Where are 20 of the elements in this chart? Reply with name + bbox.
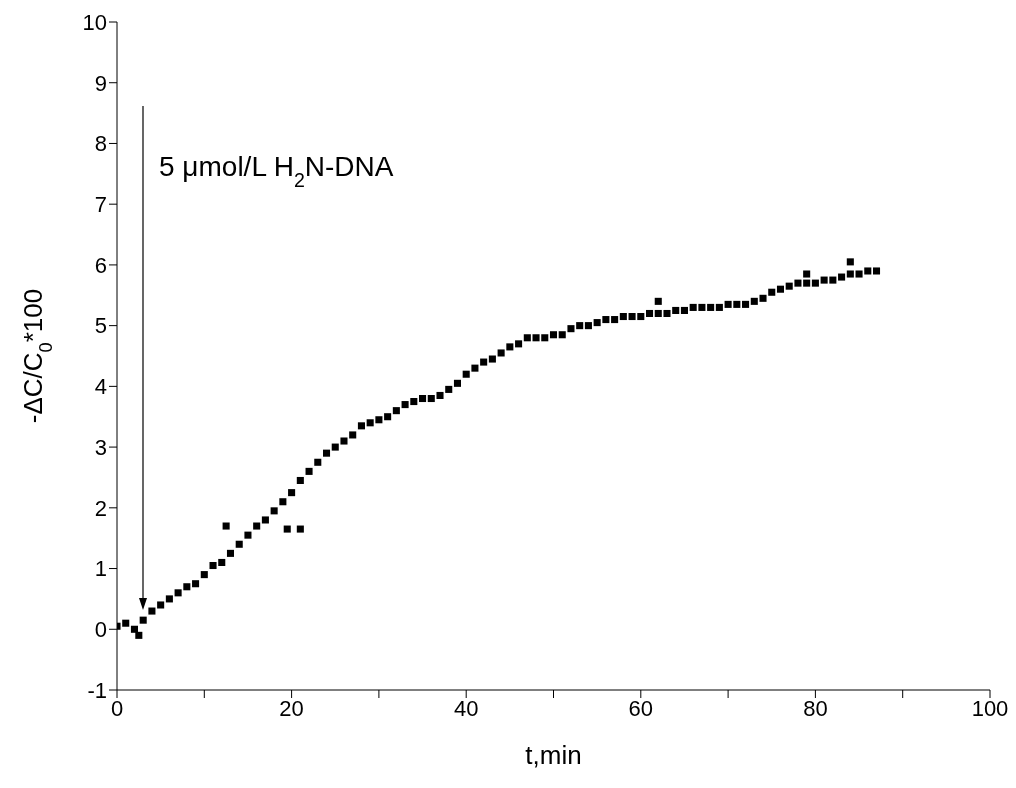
x-tick-label: 40 [453, 695, 479, 721]
y-tick-label: 10 [82, 9, 107, 35]
y-tick-label: 0 [94, 617, 107, 643]
y-tick-label: 6 [94, 252, 107, 278]
y-tick-label: 1 [94, 556, 107, 582]
y-tick-label: 4 [94, 374, 107, 400]
y-tick-label: 5 [94, 313, 107, 339]
x-tick-label: 100 [971, 695, 1009, 721]
y-tick-label: 9 [94, 70, 107, 96]
x-axis-title: t,min [525, 740, 582, 770]
y-tick-label: 3 [94, 434, 107, 460]
y-tick-label: 2 [94, 495, 107, 521]
y-tick-label: 7 [94, 191, 107, 217]
x-tick-label: 0 [110, 695, 124, 721]
y-tick-label: 8 [94, 131, 107, 157]
y-tick-label: -1 [87, 677, 107, 703]
x-tick-label: 60 [628, 695, 654, 721]
x-tick-label: 80 [803, 695, 828, 721]
annotation: 5 μmol/L H$_{2}$N-DNA [159, 151, 394, 191]
x-tick-label: 20 [279, 695, 304, 721]
